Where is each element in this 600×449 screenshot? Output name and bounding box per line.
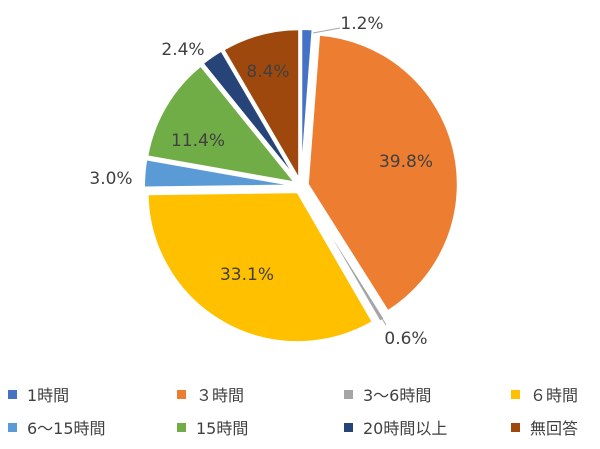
pie-slice-6 <box>201 49 298 181</box>
chart-legend: 1時間 ３時間 3～6時間 ６時間 6～15時間 15時間 20時間以上 無回答 <box>0 372 600 442</box>
pie-slice-4 <box>143 158 295 189</box>
legend-label: 6～15時間 <box>27 419 106 438</box>
legend-swatch <box>344 422 353 432</box>
pie-slice-2 <box>303 191 387 324</box>
legend-item-20h-plus: 20時間以上 <box>344 415 447 439</box>
legend-label: ６時間 <box>530 386 579 405</box>
legend-label: ３時間 <box>196 386 245 405</box>
legend-item-6-15h: 6～15時間 <box>8 415 106 439</box>
data-label-5: 11.4% <box>171 131 225 151</box>
data-label-2: 0.6% <box>384 329 427 349</box>
data-label-7: 8.4% <box>246 62 289 82</box>
pie-slice-1 <box>306 33 459 313</box>
legend-swatch <box>511 422 520 432</box>
legend-label: 3～6時間 <box>363 386 432 405</box>
legend-swatch <box>177 422 186 432</box>
leader-line-2 <box>377 311 387 326</box>
legend-item-15h: 15時間 <box>177 415 248 439</box>
legend-item-3-6h: 3～6時間 <box>344 382 431 406</box>
data-label-4: 3.0% <box>89 169 132 189</box>
pie-slice-7 <box>222 28 301 183</box>
data-label-1: 39.8% <box>379 152 433 172</box>
pie-slice-3 <box>146 191 375 344</box>
legend-item-3h: ３時間 <box>177 382 244 406</box>
legend-swatch <box>344 389 353 399</box>
legend-item-no-answer: 無回答 <box>511 415 578 439</box>
data-label-0: 1.2% <box>340 14 383 34</box>
data-label-6: 2.4% <box>161 40 204 60</box>
leader-line-0 <box>312 27 341 34</box>
legend-swatch <box>8 422 17 432</box>
data-label-3: 33.1% <box>220 265 274 285</box>
legend-label: 無回答 <box>530 419 579 438</box>
legend-label: 20時間以上 <box>363 419 448 438</box>
legend-label: 15時間 <box>196 419 249 438</box>
legend-item-1h: 1時間 <box>8 382 69 406</box>
pie-slice-0 <box>300 28 314 180</box>
legend-swatch <box>8 389 17 399</box>
legend-label: 1時間 <box>27 386 70 405</box>
pie-slice-5 <box>146 64 298 184</box>
legend-swatch <box>177 389 186 399</box>
legend-swatch <box>511 389 520 399</box>
legend-item-6h: ６時間 <box>511 382 578 406</box>
